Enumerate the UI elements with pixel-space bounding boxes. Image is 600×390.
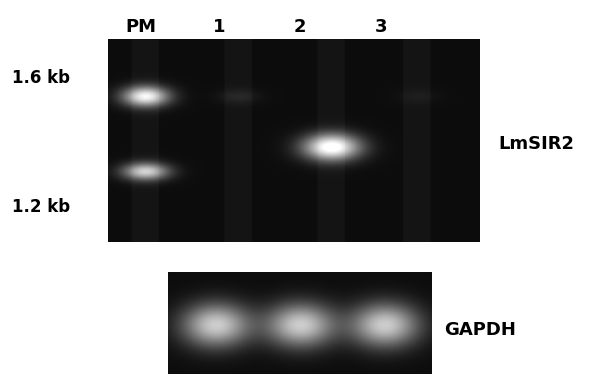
Text: PM: PM <box>125 18 157 36</box>
Text: LmSIR2: LmSIR2 <box>498 135 574 153</box>
Text: 1: 1 <box>213 18 225 36</box>
Text: 1.2 kb: 1.2 kb <box>12 198 70 216</box>
Text: GAPDH: GAPDH <box>444 321 516 339</box>
Text: 2: 2 <box>294 18 306 36</box>
Text: 3: 3 <box>375 18 387 36</box>
Text: 1.6 kb: 1.6 kb <box>12 69 70 87</box>
